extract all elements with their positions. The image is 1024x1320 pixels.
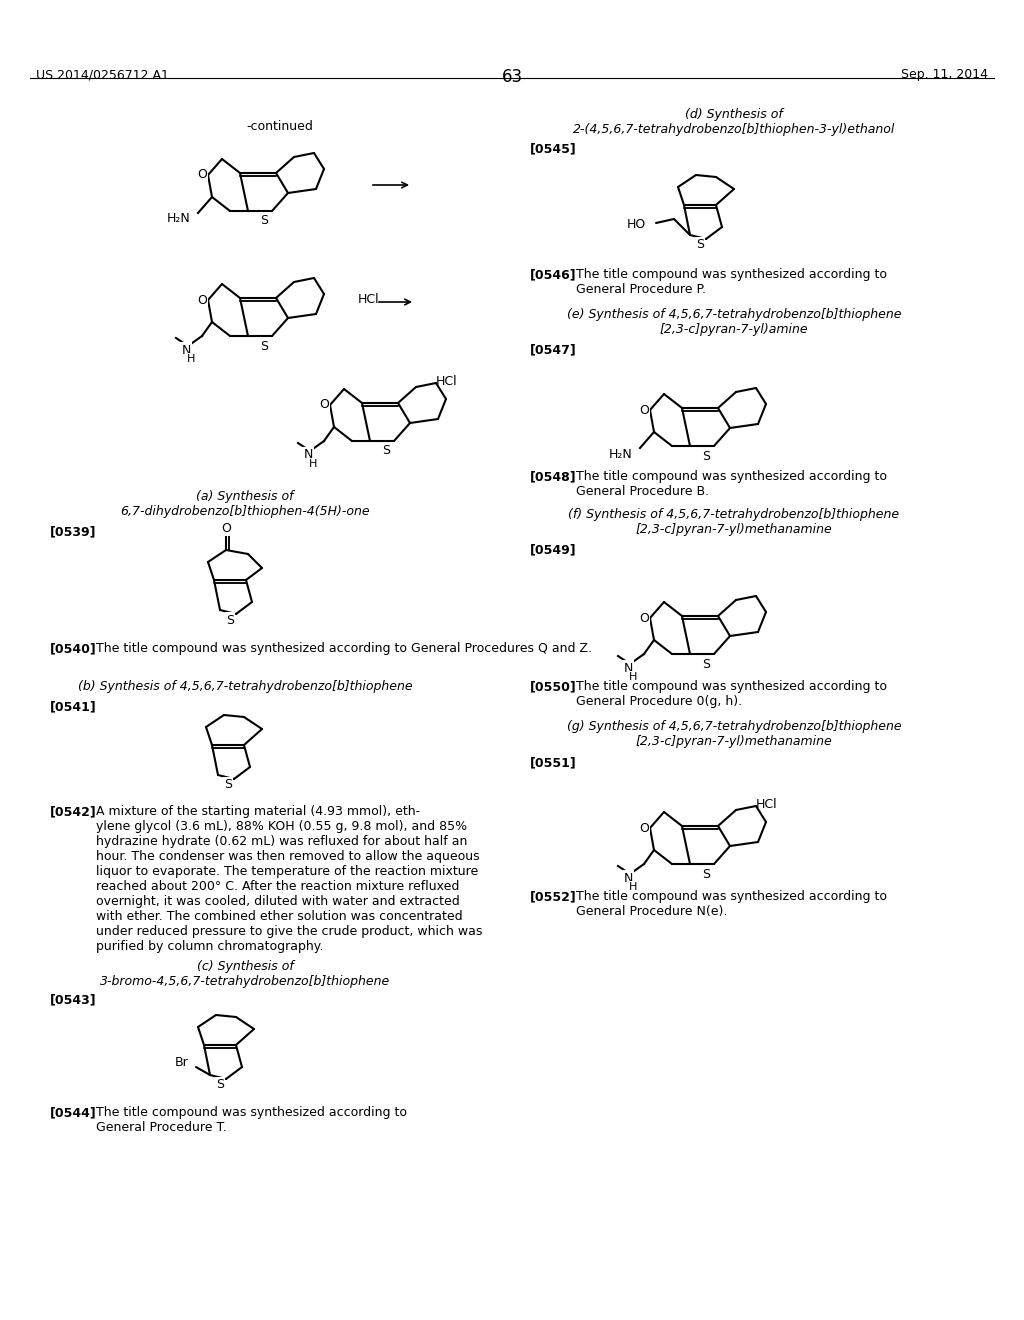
Text: [0540]: [0540] [50, 642, 96, 655]
Text: The title compound was synthesized according to
General Procedure B.: The title compound was synthesized accor… [575, 470, 887, 498]
Text: (g) Synthesis of 4,5,6,7-tetrahydrobenzo[b]thiophene
[2,3-c]pyran-7-yl)methanami: (g) Synthesis of 4,5,6,7-tetrahydrobenzo… [566, 719, 901, 748]
Text: HCl: HCl [358, 293, 380, 306]
Text: S: S [260, 339, 268, 352]
Text: O: O [197, 293, 207, 306]
Text: The title compound was synthesized according to
General Procedure T.: The title compound was synthesized accor… [96, 1106, 407, 1134]
Text: 63: 63 [502, 69, 522, 86]
Text: [0548]: [0548] [530, 470, 577, 483]
Text: N: N [181, 343, 190, 356]
Text: S: S [696, 239, 705, 252]
Text: [0550]: [0550] [530, 680, 577, 693]
Text: [0543]: [0543] [50, 993, 96, 1006]
Text: O: O [639, 611, 649, 624]
Text: A mixture of the starting material (4.93 mmol), eth-
ylene glycol (3.6 mL), 88% : A mixture of the starting material (4.93… [96, 805, 482, 953]
Text: S: S [224, 779, 232, 792]
Text: S: S [226, 614, 234, 627]
Text: Sep. 11, 2014: Sep. 11, 2014 [901, 69, 988, 81]
Text: H: H [309, 459, 317, 469]
Text: [0551]: [0551] [530, 756, 577, 770]
Text: O: O [639, 404, 649, 417]
Text: (d) Synthesis of
2-(4,5,6,7-tetrahydrobenzo[b]thiophen-3-yl)ethanol: (d) Synthesis of 2-(4,5,6,7-tetrahydrobe… [572, 108, 895, 136]
Text: HCl: HCl [756, 799, 777, 810]
Text: (e) Synthesis of 4,5,6,7-tetrahydrobenzo[b]thiophene
[2,3-c]pyran-7-yl)amine: (e) Synthesis of 4,5,6,7-tetrahydrobenzo… [566, 308, 901, 337]
Text: (b) Synthesis of 4,5,6,7-tetrahydrobenzo[b]thiophene: (b) Synthesis of 4,5,6,7-tetrahydrobenzo… [78, 680, 413, 693]
Text: S: S [702, 450, 710, 462]
Text: [0549]: [0549] [530, 543, 577, 556]
Text: S: S [702, 867, 710, 880]
Text: O: O [639, 821, 649, 834]
Text: H₂N: H₂N [166, 213, 190, 226]
Text: S: S [260, 214, 268, 227]
Text: [0541]: [0541] [50, 700, 96, 713]
Text: Br: Br [174, 1056, 188, 1069]
Text: O: O [319, 399, 329, 412]
Text: H: H [629, 672, 637, 682]
Text: US 2014/0256712 A1: US 2014/0256712 A1 [36, 69, 169, 81]
Text: [0542]: [0542] [50, 805, 96, 818]
Text: H: H [629, 882, 637, 892]
Text: O: O [197, 169, 207, 181]
Text: H₂N: H₂N [608, 447, 632, 461]
Text: [0552]: [0552] [530, 890, 577, 903]
Text: (c) Synthesis of
3-bromo-4,5,6,7-tetrahydrobenzo[b]thiophene: (c) Synthesis of 3-bromo-4,5,6,7-tetrahy… [100, 960, 390, 987]
Text: N: N [624, 871, 633, 884]
Text: -continued: -continued [247, 120, 313, 133]
Text: S: S [702, 657, 710, 671]
Text: HCl: HCl [436, 375, 458, 388]
Text: [0544]: [0544] [50, 1106, 96, 1119]
Text: The title compound was synthesized according to General Procedures Q and Z.: The title compound was synthesized accor… [96, 642, 592, 655]
Text: O: O [221, 521, 231, 535]
Text: The title compound was synthesized according to
General Procedure N(e).: The title compound was synthesized accor… [575, 890, 887, 917]
Text: [0546]: [0546] [530, 268, 577, 281]
Text: [0547]: [0547] [530, 343, 577, 356]
Text: [0539]: [0539] [50, 525, 96, 539]
Text: H: H [186, 354, 196, 364]
Text: The title compound was synthesized according to
General Procedure 0(g, h).: The title compound was synthesized accor… [575, 680, 887, 708]
Text: [0545]: [0545] [530, 143, 577, 154]
Text: S: S [382, 445, 390, 458]
Text: S: S [216, 1078, 224, 1092]
Text: The title compound was synthesized according to
General Procedure P.: The title compound was synthesized accor… [575, 268, 887, 296]
Text: HO: HO [627, 219, 646, 231]
Text: N: N [303, 449, 312, 462]
Text: N: N [624, 661, 633, 675]
Text: (a) Synthesis of
6,7-dihydrobenzo[b]thiophen-4(5H)-one: (a) Synthesis of 6,7-dihydrobenzo[b]thio… [120, 490, 370, 517]
Text: (f) Synthesis of 4,5,6,7-tetrahydrobenzo[b]thiophene
[2,3-c]pyran-7-yl)methanami: (f) Synthesis of 4,5,6,7-tetrahydrobenzo… [568, 508, 899, 536]
